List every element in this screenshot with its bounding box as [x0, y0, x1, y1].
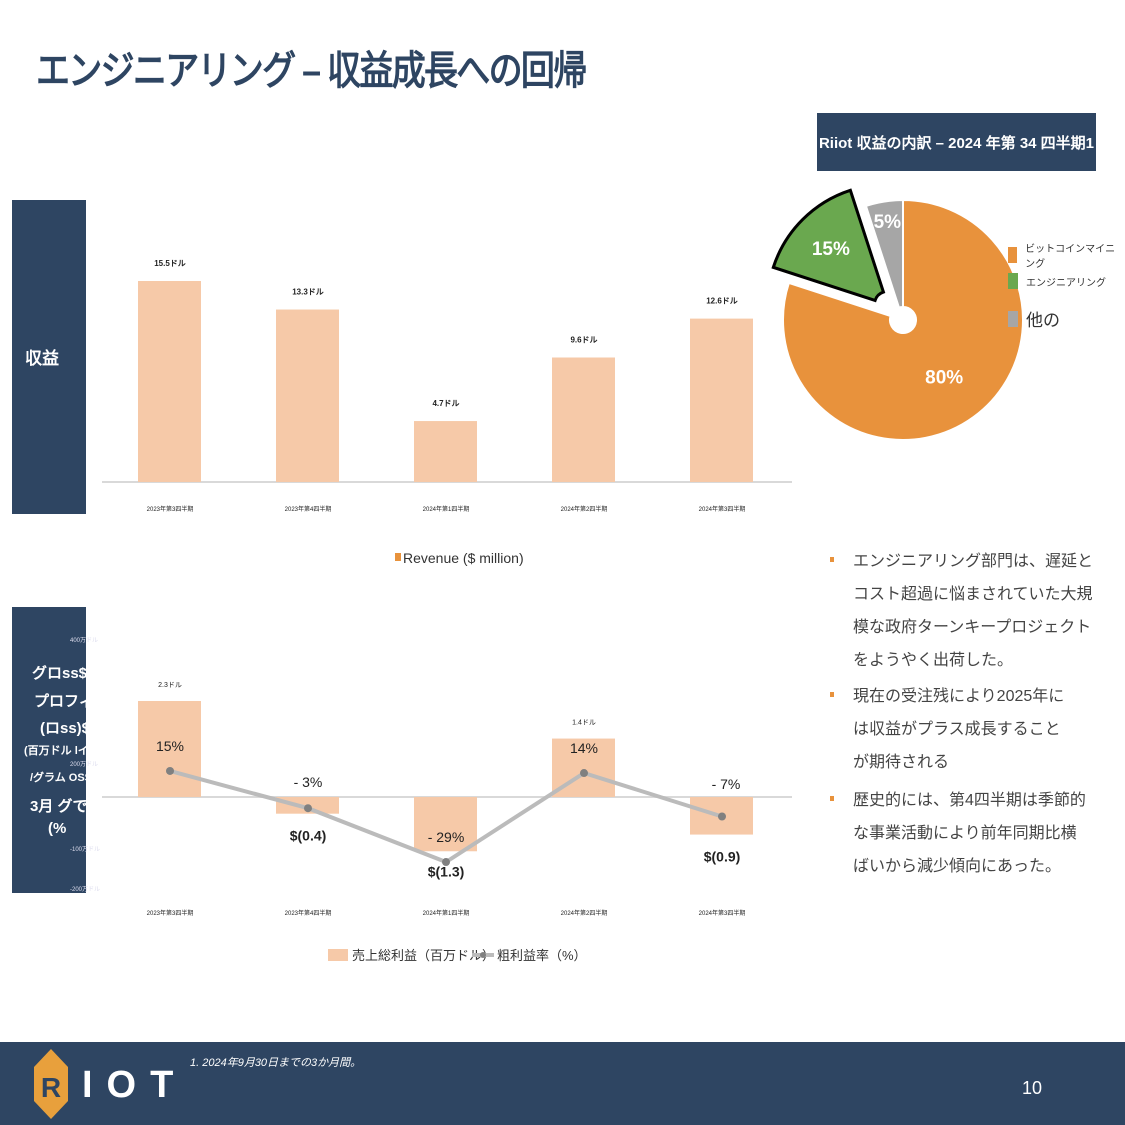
footnote: 1. 2024年9月30日までの3か月間。	[190, 1057, 362, 1069]
revenue-bar	[414, 421, 477, 482]
margin-data-label: 14%	[570, 740, 598, 756]
bar-data-label: 2.3ドル	[158, 682, 182, 689]
bar-data-label: 1.4ドル	[572, 720, 596, 727]
riot-logo-text: IOT	[82, 1064, 188, 1106]
bar-data-label: 12.6ドル	[706, 297, 738, 306]
bar-data-label: 13.3ドル	[292, 288, 324, 297]
bar-data-label: $(1.3)	[428, 863, 465, 879]
revenue-panel-label: 収益	[12, 200, 86, 514]
revenue-bar	[138, 281, 201, 482]
legend-other: 他の	[1008, 306, 1060, 331]
revenue-bar	[552, 357, 615, 482]
gross-panel-text: (百万ドル lイオン	[24, 745, 111, 757]
bullet-1: エンジニアリング部門は、遅延とコスト超過に悩まされていた大規模な政府ターンキープ…	[830, 545, 1095, 677]
pie-title: Riiot 収益の内訳 – 2024 年第 34 四半期1	[817, 113, 1096, 171]
revenue-label: 収益	[25, 349, 59, 368]
axis-tick: -200万ドル	[70, 887, 101, 893]
axis-tick: 200万ドル	[70, 762, 99, 768]
x-tick-label: 2024年第1四半期	[423, 505, 470, 513]
x-tick-label: 2023年第4四半期	[285, 909, 332, 917]
x-tick-label: 2024年第2四半期	[561, 909, 608, 917]
margin-point	[166, 766, 174, 775]
legend-marker	[480, 952, 486, 958]
margin-point	[442, 858, 450, 867]
bar-data-label: 9.6ドル	[570, 336, 597, 345]
legend-engineering: エンジニアリング	[1008, 273, 1106, 289]
x-tick-label: 2024年第3四半期	[699, 909, 746, 917]
gross-panel-text: 3月 グで$0	[30, 798, 105, 815]
x-tick-label: 2023年第4四半期	[285, 505, 332, 513]
pie-label: 5%	[874, 212, 902, 233]
legend-bitcoin: ビットコインマイニング	[1008, 240, 1125, 270]
pie-label: 80%	[925, 368, 963, 389]
pie-slice-engineering	[771, 188, 886, 303]
bullet-3: 歴史的には、第4四半期は季節的な事業活動により前年同期比横ばいから減少傾向にあっ…	[830, 784, 1090, 883]
x-tick-label: 2024年第3四半期	[699, 505, 746, 513]
margin-data-label: - 29%	[428, 829, 465, 845]
legend-revenue: Revenue ($ million)	[403, 550, 524, 566]
x-tick-label: 2024年第1四半期	[423, 909, 470, 917]
x-tick-label: 2023年第3四半期	[147, 909, 194, 917]
axis-tick: -100万ドル	[70, 847, 101, 853]
page-number: 10	[1022, 1078, 1043, 1098]
margin-data-label: - 3%	[294, 774, 323, 790]
bar-data-label: 4.7ドル	[432, 399, 459, 408]
gross-profit-bar	[414, 797, 477, 852]
x-tick-label: 2024年第2四半期	[561, 505, 608, 513]
margin-data-label: - 7%	[712, 776, 741, 792]
legend-swatch	[328, 949, 348, 961]
gross-panel-text: (ロss)$2	[40, 720, 99, 737]
legend-swatch	[395, 553, 401, 561]
margin-point	[580, 769, 588, 778]
bar-data-label: 15.5ドル	[154, 259, 186, 268]
bar-data-label: $(0.4)	[290, 828, 327, 844]
margin-data-label: 15%	[156, 738, 184, 754]
axis-tick: 400万ドル	[70, 638, 99, 644]
pie-label: 15%	[812, 239, 850, 260]
gross-panel-text: (%	[48, 820, 67, 837]
pie-slice-other	[864, 198, 904, 309]
revenue-bar	[276, 309, 339, 482]
x-tick-label: 2023年第3四半期	[147, 505, 194, 513]
gross-panel-text: プロフィッ	[34, 693, 109, 710]
revenue-bar	[690, 318, 753, 482]
gross-panel-text: /グラム OSS	[30, 772, 93, 784]
bullet-2: 現在の受注残により2025年には収益がプラス成長することが期待される	[830, 680, 1075, 779]
margin-point	[304, 804, 312, 813]
bar-data-label: $(0.9)	[704, 849, 741, 865]
gross-panel-text: グロss$3	[32, 665, 96, 682]
margin-point	[718, 812, 726, 821]
legend-gross-profit: 売上総利益（百万ドル）	[352, 948, 495, 963]
pie-slice-bitcoin	[782, 198, 1024, 441]
legend-margin: 粗利益率（%）	[497, 948, 587, 963]
footer	[0, 1042, 1125, 1125]
gross-profit-panel-label: グロss$3 プロフィッ (ロss)$2 (百万ドル lイオン/グラム OSS 3月 グ…	[12, 607, 111, 893]
gross-profit-bar	[138, 701, 201, 797]
svg-text:R: R	[41, 1072, 61, 1103]
riot-logo-icon: R	[34, 1049, 68, 1119]
charts-canvas: 15.5ドル 2023年第3四半期 13.3ドル 2023年第4四半期 4.7ドル 202…	[102, 188, 1024, 963]
page-title: エンジニアリング – 収益成長への回帰	[36, 49, 587, 93]
